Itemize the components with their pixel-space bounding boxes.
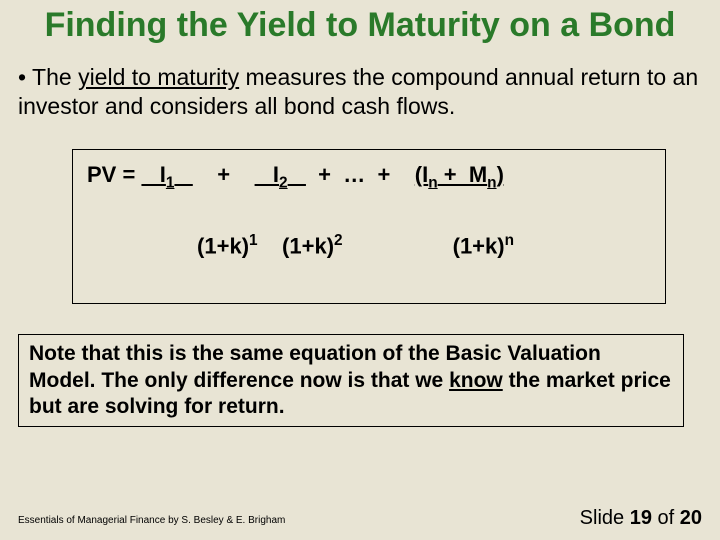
- note-box: Note that this is the same equation of t…: [18, 334, 684, 427]
- slide-title: Finding the Yield to Maturity on a Bond: [18, 6, 702, 45]
- pv-label: PV =: [87, 162, 135, 187]
- termn-sub2: n: [487, 174, 496, 191]
- term2-num-lead: I: [255, 162, 279, 187]
- termn-sub1: n: [428, 174, 437, 191]
- denn-base: (1+k): [453, 234, 505, 259]
- bullet-paragraph: • The yield to maturity measures the com…: [18, 63, 702, 121]
- bullet-prefix: • The: [18, 64, 78, 90]
- term2-sub: 2: [279, 174, 288, 191]
- footer-total: 20: [680, 507, 702, 529]
- den-indent: [124, 234, 197, 259]
- formula-numerator-row: PV = I1 + I2 + … + (In + Mn): [87, 160, 651, 194]
- den2-base: (1+k): [282, 234, 334, 259]
- termn-open: (I: [415, 162, 428, 187]
- den-gap1: [258, 234, 282, 259]
- den1-base: (1+k): [197, 234, 249, 259]
- bullet-underlined-term: yield to maturity: [78, 64, 239, 90]
- denn-exp: n: [505, 232, 514, 249]
- term2-num-trail: [288, 162, 306, 187]
- note-underlined: know: [449, 369, 503, 392]
- termn-close: ): [497, 162, 504, 187]
- term1-num-lead: I: [141, 162, 165, 187]
- footer-slide-number: Slide 19 of 20: [580, 507, 702, 530]
- formula-box: PV = I1 + I2 + … + (In + Mn) (1+k)1 (1+k…: [72, 149, 666, 305]
- slide-container: Finding the Yield to Maturity on a Bond …: [0, 0, 720, 540]
- term1-num-trail: [174, 162, 192, 187]
- formula-denominator-row: (1+k)1 (1+k)2 (1+k)n: [87, 200, 651, 294]
- footer-prefix: Slide: [580, 507, 630, 529]
- footer-attribution: Essentials of Managerial Finance by S. B…: [18, 515, 285, 526]
- den-gap2: [343, 234, 453, 259]
- termn-mid: + M: [438, 162, 488, 187]
- plus-dots: + … +: [312, 162, 409, 187]
- den2-exp: 2: [334, 232, 343, 249]
- footer-current: 19: [630, 507, 652, 529]
- footer-of: of: [652, 507, 680, 529]
- plus-1: +: [199, 162, 249, 187]
- den1-exp: 1: [249, 232, 258, 249]
